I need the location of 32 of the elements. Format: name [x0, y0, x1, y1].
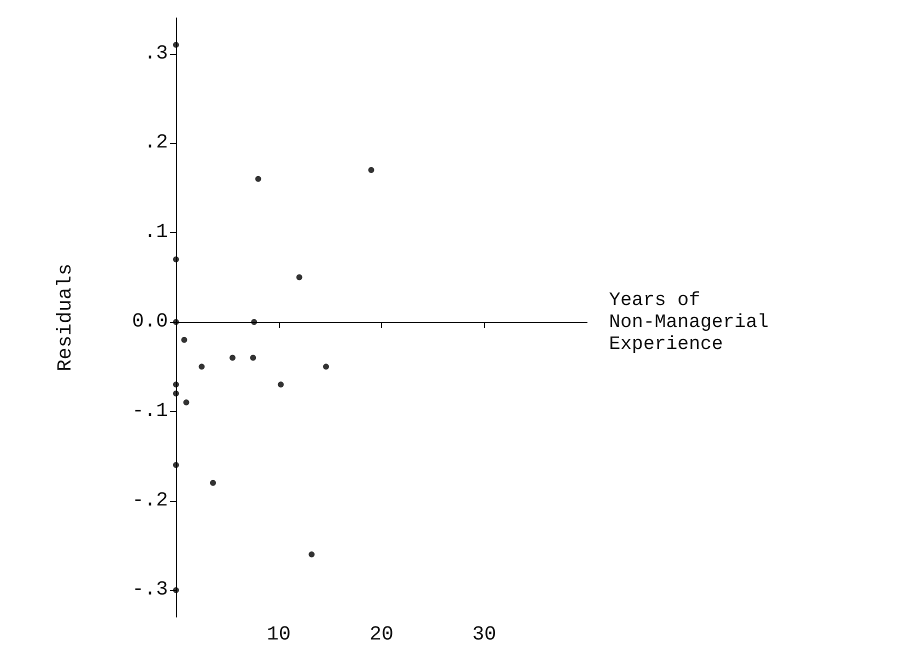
point	[296, 274, 302, 280]
x-tick-label: 10	[266, 624, 291, 646]
point	[250, 354, 256, 361]
y-tick-label: 0.0	[132, 310, 168, 334]
point	[198, 364, 205, 370]
y-tick-label: .2	[144, 132, 168, 155]
y-axis-title: Residuals	[54, 263, 78, 372]
y-tick-label: .3	[144, 42, 168, 66]
point	[173, 256, 179, 262]
point	[173, 462, 179, 468]
point	[368, 166, 374, 173]
point	[210, 480, 216, 486]
point	[183, 399, 190, 406]
point	[173, 390, 179, 396]
point	[251, 318, 258, 325]
y-tick-label: -.3	[132, 578, 168, 602]
point	[278, 382, 284, 388]
point	[255, 176, 262, 182]
point	[173, 42, 179, 48]
point	[323, 364, 330, 370]
point	[173, 587, 179, 594]
point	[173, 318, 179, 325]
point	[230, 354, 236, 361]
y-tick-label: .1	[144, 221, 168, 244]
y-tick-label: -.1	[132, 400, 168, 423]
y-tick-label: -.2	[132, 489, 168, 512]
point	[181, 336, 188, 343]
point	[173, 382, 179, 388]
x-tick-label: 20	[369, 624, 394, 646]
x-axis-title: Years of Non-Managerial Experience	[609, 288, 769, 355]
x-tick-label: 30	[472, 624, 496, 646]
point	[308, 551, 315, 558]
